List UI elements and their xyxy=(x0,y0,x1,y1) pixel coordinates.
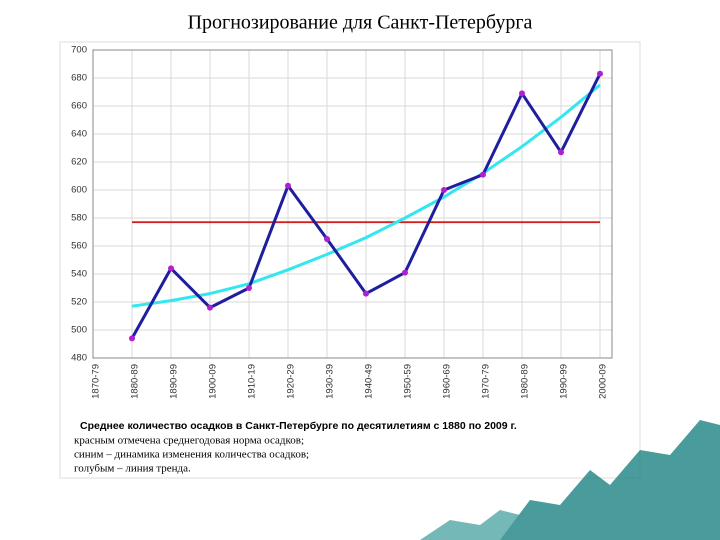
y-tick-label: 500 xyxy=(71,325,87,336)
x-tick-label: 1920-29 xyxy=(286,364,297,399)
data-point xyxy=(324,236,330,242)
plot-frame xyxy=(92,49,613,359)
data-point xyxy=(207,304,213,311)
data-point xyxy=(402,269,408,276)
decoration xyxy=(420,510,520,540)
y-tick-label: 480 xyxy=(71,353,87,364)
caption-heading: Среднее количество осадков в Санкт-Петер… xyxy=(80,420,517,432)
data-point xyxy=(597,70,603,77)
data-point xyxy=(519,90,525,97)
x-tick-label: 1900-09 xyxy=(208,364,219,399)
caption-line: красным отмечена среднегодовая норма оса… xyxy=(74,435,304,447)
data-point xyxy=(168,265,174,272)
x-tick-label: 1960-69 xyxy=(442,364,453,399)
data-point xyxy=(246,285,252,291)
x-tick-label: 1870-79 xyxy=(91,364,102,399)
slide-title: Прогнозирование для Санкт-Петербурга xyxy=(188,12,533,34)
x-tick-label: 1890-99 xyxy=(169,364,180,399)
x-tick-label: 1970-79 xyxy=(481,364,492,399)
chart-panel xyxy=(59,41,641,479)
x-tick-label: 1880-89 xyxy=(130,364,141,399)
y-tick-label: 540 xyxy=(71,269,87,280)
caption-line: синим – динамика изменения количества ос… xyxy=(74,449,309,461)
y-tick-label: 660 xyxy=(71,101,87,112)
y-tick-label: 520 xyxy=(71,297,87,308)
y-tick-label: 700 xyxy=(71,45,87,56)
data-point xyxy=(363,290,369,297)
y-tick-label: 640 xyxy=(71,129,87,140)
series-line xyxy=(131,83,601,308)
y-tick-label: 560 xyxy=(71,241,87,252)
y-tick-label: 600 xyxy=(71,185,87,196)
caption-line: голубым – линия тренда. xyxy=(74,463,191,475)
x-tick-label: 1980-89 xyxy=(520,364,531,399)
data-point xyxy=(129,335,135,342)
y-tick-label: 580 xyxy=(71,213,87,224)
data-point xyxy=(480,171,486,178)
x-tick-label: 1940-49 xyxy=(364,364,375,399)
x-tick-label: 1910-19 xyxy=(247,364,258,399)
y-tick-label: 620 xyxy=(71,157,87,168)
x-tick-label: 2000-09 xyxy=(598,364,609,399)
decoration xyxy=(500,420,720,540)
y-tick-label: 680 xyxy=(71,73,87,84)
data-point xyxy=(558,149,564,156)
x-tick-label: 1930-39 xyxy=(325,364,336,399)
x-tick-label: 1990-99 xyxy=(559,364,570,399)
data-point xyxy=(285,182,291,189)
x-tick-label: 1950-59 xyxy=(403,364,414,399)
data-point xyxy=(441,187,447,193)
